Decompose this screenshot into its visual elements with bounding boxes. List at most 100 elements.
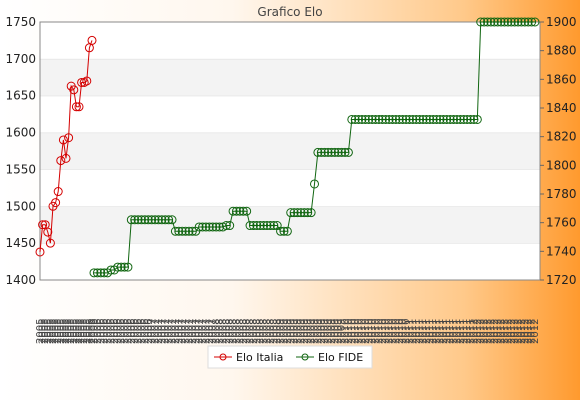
point-elo-fide — [306, 208, 316, 218]
x-tick-label: 2008 — [259, 319, 270, 344]
point-elo-italia — [82, 76, 92, 86]
point-elo-fide — [506, 17, 516, 27]
legend-label-fide: Elo FIDE — [318, 351, 363, 364]
x-tick-label: 2011 — [435, 319, 446, 344]
x-tick-label: 2007 — [153, 319, 164, 344]
point-elo-fide — [527, 17, 537, 27]
x-tick-label: 2005 — [82, 319, 93, 344]
x-tick-label: 2007 — [167, 319, 178, 344]
x-tick-label: 2005 — [66, 319, 77, 344]
point-elo-fide — [147, 215, 157, 225]
point-elo-fide — [289, 208, 299, 218]
x-tick-label: 2008 — [221, 319, 232, 344]
x-tick-label: 2005 — [38, 319, 49, 344]
x-tick-label: 2008 — [255, 319, 266, 344]
point-elo-italia — [51, 198, 61, 208]
grid-band — [40, 243, 540, 280]
point-elo-fide — [215, 222, 225, 232]
grid-bands — [40, 21, 540, 280]
point-elo-fide — [164, 215, 174, 225]
point-elo-fide — [303, 208, 313, 218]
point-elo-fide — [177, 226, 187, 236]
right-tick-label: 1780 — [546, 187, 577, 201]
x-tick-label: 2009 — [333, 319, 344, 344]
point-elo-italia — [56, 156, 66, 166]
series-line-elo-fide — [94, 21, 535, 274]
right-tick-label: 1800 — [546, 158, 577, 172]
point-elo-fide — [435, 114, 445, 124]
plot-frame — [39, 21, 541, 281]
point-elo-fide — [347, 114, 357, 124]
point-elo-italia — [61, 153, 71, 163]
x-tick-label: 2007 — [160, 319, 171, 344]
x-tick-label: 2005 — [43, 319, 54, 344]
point-elo-fide — [174, 226, 184, 236]
x-tick-label: 2009 — [310, 319, 321, 344]
x-tick-label: 2009 — [276, 319, 287, 344]
x-tick-label: 2007 — [184, 319, 195, 344]
x-tick-label: 2009 — [282, 319, 293, 344]
point-elo-fide — [242, 206, 252, 216]
point-elo-fide — [96, 268, 106, 278]
x-tick-label: 2009 — [320, 319, 331, 344]
x-tick-label: 2011 — [418, 319, 429, 344]
point-elo-fide — [235, 206, 245, 216]
point-elo-fide — [354, 114, 364, 124]
point-elo-fide — [221, 221, 231, 231]
x-tick-label: 2008 — [262, 319, 273, 344]
point-elo-fide — [337, 147, 347, 157]
x-tick-label: 2008 — [231, 319, 242, 344]
x-tick-label: 2008 — [252, 319, 263, 344]
right-tick-label: 1860 — [546, 72, 577, 86]
point-elo-fide — [489, 17, 499, 27]
x-tick-label: 2008 — [242, 319, 253, 344]
point-elo-fide — [493, 17, 503, 27]
x-tick-label: 2006 — [123, 319, 134, 344]
x-tick-label: 2005 — [61, 319, 72, 344]
point-elo-fide — [360, 114, 370, 124]
x-tick-label: 2010 — [391, 319, 402, 344]
x-tick-label: 2011 — [404, 319, 415, 344]
x-tick-label: 2010 — [371, 319, 382, 344]
point-elo-fide — [374, 114, 384, 124]
x-tick-label: 2011 — [408, 319, 419, 344]
x-tick-label: 2011 — [445, 319, 456, 344]
point-elo-fide — [116, 262, 126, 272]
point-elo-fide — [181, 226, 191, 236]
point-elo-fide — [367, 114, 377, 124]
point-elo-fide — [255, 221, 265, 231]
point-elo-fide — [157, 215, 167, 225]
x-tick-label: 2005 — [74, 319, 85, 344]
x-tick-label: 2005 — [51, 319, 62, 344]
point-elo-fide — [143, 215, 153, 225]
x-tick-label: 2006 — [106, 319, 117, 344]
x-tick-label: 2011 — [428, 319, 439, 344]
legend-box — [207, 345, 373, 369]
point-elo-fide — [530, 17, 540, 27]
legend-marker-italia — [219, 353, 227, 361]
point-elo-fide — [499, 17, 509, 27]
point-elo-fide — [259, 221, 269, 231]
x-tick-label: 2012 — [496, 319, 507, 344]
left-tick-label: 1750 — [5, 15, 36, 29]
point-elo-fide — [425, 114, 435, 124]
point-elo-fide — [201, 222, 211, 232]
x-tick-label: 2012 — [469, 319, 480, 344]
x-tick-label: 2008 — [211, 319, 222, 344]
point-elo-fide — [442, 114, 452, 124]
x-tick-label: 2007 — [150, 319, 161, 344]
point-elo-fide — [187, 226, 197, 236]
legend-label-italia: Elo Italia — [236, 351, 283, 364]
x-tick-label: 2009 — [296, 319, 307, 344]
x-tick-label: 2007 — [181, 319, 192, 344]
x-tick-label: 2007 — [170, 319, 181, 344]
x-tick-label: 2007 — [164, 319, 175, 344]
x-tick-label: 2010 — [401, 319, 412, 344]
point-elo-fide — [357, 114, 367, 124]
x-tick-label: 2010 — [343, 319, 354, 344]
x-tick-label: 2009 — [293, 319, 304, 344]
x-tick-label: 2006 — [87, 319, 98, 344]
point-elo-fide — [333, 147, 343, 157]
x-tick-label: 2008 — [235, 319, 246, 344]
